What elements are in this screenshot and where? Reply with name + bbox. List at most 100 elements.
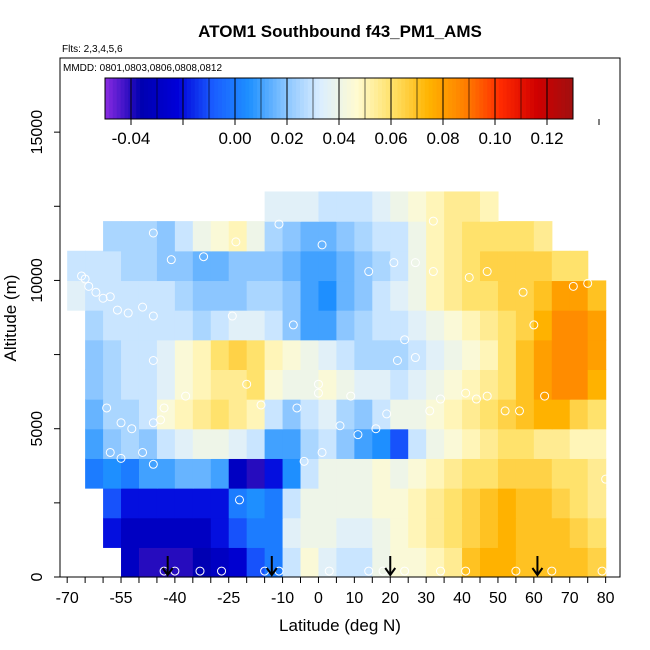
heatmap-cell — [264, 221, 284, 252]
heatmap-cell — [282, 399, 302, 430]
heatmap-cell — [103, 250, 122, 282]
heatmap-cell — [444, 399, 463, 430]
colorbar: -0.04 0.00 0.02 0.04 0.06 0.08 0.10 0.12 — [104, 77, 600, 148]
heatmap-cell — [587, 488, 607, 519]
colorbar-segment — [545, 78, 551, 119]
heatmap-cell — [210, 458, 230, 489]
sample-point — [123, 308, 133, 318]
heatmap-cell — [192, 250, 212, 282]
sample-point — [400, 566, 410, 576]
colorbar-segment — [268, 78, 274, 119]
sample-point — [274, 219, 284, 229]
heatmap-cell — [138, 339, 158, 370]
heatmap-cell — [444, 339, 463, 370]
heatmap-cell — [336, 428, 355, 459]
colorbar-segment — [405, 78, 410, 119]
sample-point — [382, 409, 392, 419]
heatmap-cell — [174, 517, 194, 548]
heatmap-cell — [282, 310, 302, 341]
colorbar-segment — [136, 78, 141, 119]
sample-point — [80, 274, 90, 284]
heatmap-cell — [551, 547, 571, 578]
heatmap-cell — [228, 250, 248, 282]
heatmap-cell — [497, 280, 517, 311]
colorbar-segment — [358, 78, 363, 119]
heatmap-cell — [515, 399, 535, 430]
heatmap-cell — [462, 339, 481, 370]
heatmap-cell — [264, 488, 284, 519]
colorbar-segment — [319, 78, 324, 119]
colorbar-segment — [510, 78, 515, 119]
colorbar-segment — [522, 78, 527, 119]
sample-points — [73, 216, 611, 576]
colorbar-segment — [518, 78, 523, 119]
colorbar-segment — [557, 78, 562, 119]
heatmap-cell — [426, 517, 445, 548]
heatmap-cell — [533, 310, 553, 341]
heatmap-cell — [480, 280, 499, 311]
heatmap-cell — [515, 250, 535, 282]
heatmap-cell — [354, 428, 373, 459]
colorbar-tick-label: 0.00 — [218, 129, 251, 148]
heatmap-cell — [121, 428, 140, 459]
heatmap-cell — [462, 458, 481, 489]
colorbar-segment — [116, 78, 122, 119]
heatmap-cell — [156, 488, 176, 519]
colorbar-segment — [132, 78, 137, 119]
heatmap-cell — [85, 369, 104, 400]
heatmap-cell — [228, 310, 248, 341]
heatmap-cell — [354, 310, 373, 341]
sample-point — [199, 252, 209, 262]
heatmap-cell — [390, 250, 409, 282]
x-tick-label: -55 — [109, 590, 132, 607]
heatmap-cell — [462, 191, 481, 222]
heatmap-cell — [228, 458, 248, 489]
sample-point — [436, 394, 446, 404]
heatmap-cell — [462, 250, 481, 282]
heatmap-cell — [156, 310, 176, 341]
y-tick-label: 0 — [29, 572, 46, 581]
heatmap-cell — [390, 369, 409, 400]
colorbar-segment — [397, 78, 402, 119]
heatmap-cell — [103, 221, 122, 252]
heatmap-cell — [246, 399, 266, 430]
heatmap-cell — [515, 547, 535, 578]
heatmap-cell — [354, 458, 373, 489]
colorbar-segment — [276, 78, 281, 119]
flight-arrow — [531, 556, 544, 577]
heatmap-cell — [174, 280, 194, 311]
colorbar-segment — [327, 78, 332, 119]
heatmap-cell — [300, 221, 320, 252]
y-tick-label: 10000 — [29, 258, 46, 303]
colorbar-segment — [218, 78, 223, 119]
heatmap-cell — [390, 517, 409, 548]
sample-point — [364, 566, 374, 576]
heatmap-cell — [228, 369, 248, 400]
flight-arrow — [161, 556, 174, 577]
flights-note: Flts: 2,3,4,5,6 — [62, 44, 123, 55]
heatmap-cell — [533, 221, 553, 252]
sample-point — [242, 379, 252, 389]
heatmap-cell — [246, 428, 266, 459]
heatmap-cell — [408, 488, 427, 519]
colorbar-tick-label: 0.04 — [322, 129, 355, 148]
colorbar-segment — [124, 78, 129, 119]
heatmap-cell — [587, 310, 607, 341]
heatmap-cell — [533, 399, 553, 430]
heatmap-cell — [300, 399, 320, 430]
heatmap-cell — [533, 488, 553, 519]
heatmap-cell — [587, 339, 607, 370]
heatmap-cell — [210, 369, 230, 400]
colorbar-segment — [549, 78, 554, 119]
heatmap-cell — [264, 191, 284, 222]
heatmap-cell — [408, 547, 427, 578]
heatmap-cell — [390, 221, 409, 252]
heatmap-cell — [156, 250, 176, 282]
heatmap-cell — [210, 221, 230, 252]
heatmap-cell — [318, 369, 338, 400]
sample-point — [148, 228, 158, 238]
heatmap-cell — [587, 369, 607, 400]
heatmap-cell — [587, 458, 607, 489]
heatmap-cell — [372, 517, 391, 548]
